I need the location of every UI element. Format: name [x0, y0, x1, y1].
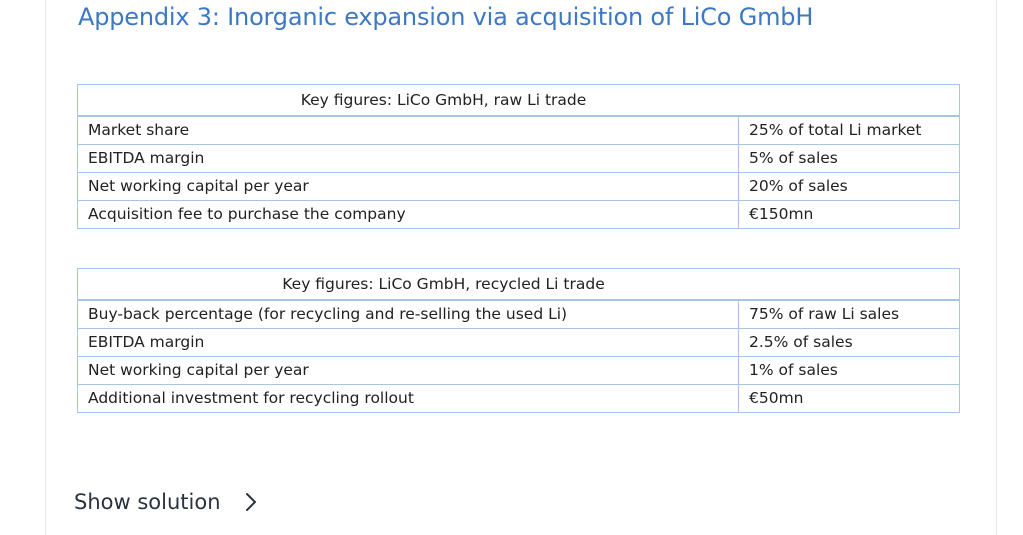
table-row: Net working capital per year 1% of sales	[77, 356, 960, 385]
table-header-row: Key figures: LiCo GmbH, recycled Li trad…	[77, 268, 960, 301]
table-header-row: Key figures: LiCo GmbH, raw Li trade	[77, 84, 960, 117]
row-value: 25% of total Li market	[738, 115, 960, 145]
table-row: EBITDA margin 2.5% of sales	[77, 328, 960, 357]
table-header: Key figures: LiCo GmbH, recycled Li trad…	[77, 268, 960, 301]
row-value: 5% of sales	[738, 144, 960, 173]
chevron-right-icon	[243, 491, 259, 513]
row-label: Market share	[77, 115, 739, 145]
row-label: Additional investment for recycling roll…	[77, 384, 739, 413]
table-row: Acquisition fee to purchase the company …	[77, 200, 960, 229]
row-label: EBITDA margin	[77, 144, 739, 173]
row-label: Acquisition fee to purchase the company	[77, 200, 739, 229]
row-label: EBITDA margin	[77, 328, 739, 357]
show-solution-button[interactable]: Show solution	[74, 490, 259, 514]
table-row: EBITDA margin 5% of sales	[77, 144, 960, 173]
table-row: Market share 25% of total Li market	[77, 115, 960, 145]
page-title: Appendix 3: Inorganic expansion via acqu…	[78, 3, 814, 31]
table-header: Key figures: LiCo GmbH, raw Li trade	[77, 84, 960, 117]
row-value: 2.5% of sales	[738, 328, 960, 357]
key-figures-raw-table: Key figures: LiCo GmbH, raw Li trade Mar…	[77, 84, 960, 229]
key-figures-recycled-table: Key figures: LiCo GmbH, recycled Li trad…	[77, 268, 960, 413]
row-value: €50mn	[738, 384, 960, 413]
table-row: Additional investment for recycling roll…	[77, 384, 960, 413]
row-label: Net working capital per year	[77, 356, 739, 385]
row-label: Buy-back percentage (for recycling and r…	[77, 299, 739, 329]
row-value: 1% of sales	[738, 356, 960, 385]
row-label: Net working capital per year	[77, 172, 739, 201]
show-solution-label: Show solution	[74, 490, 221, 514]
row-value: €150mn	[738, 200, 960, 229]
table-row: Net working capital per year 20% of sale…	[77, 172, 960, 201]
row-value: 75% of raw Li sales	[738, 299, 960, 329]
table-row: Buy-back percentage (for recycling and r…	[77, 299, 960, 329]
row-value: 20% of sales	[738, 172, 960, 201]
